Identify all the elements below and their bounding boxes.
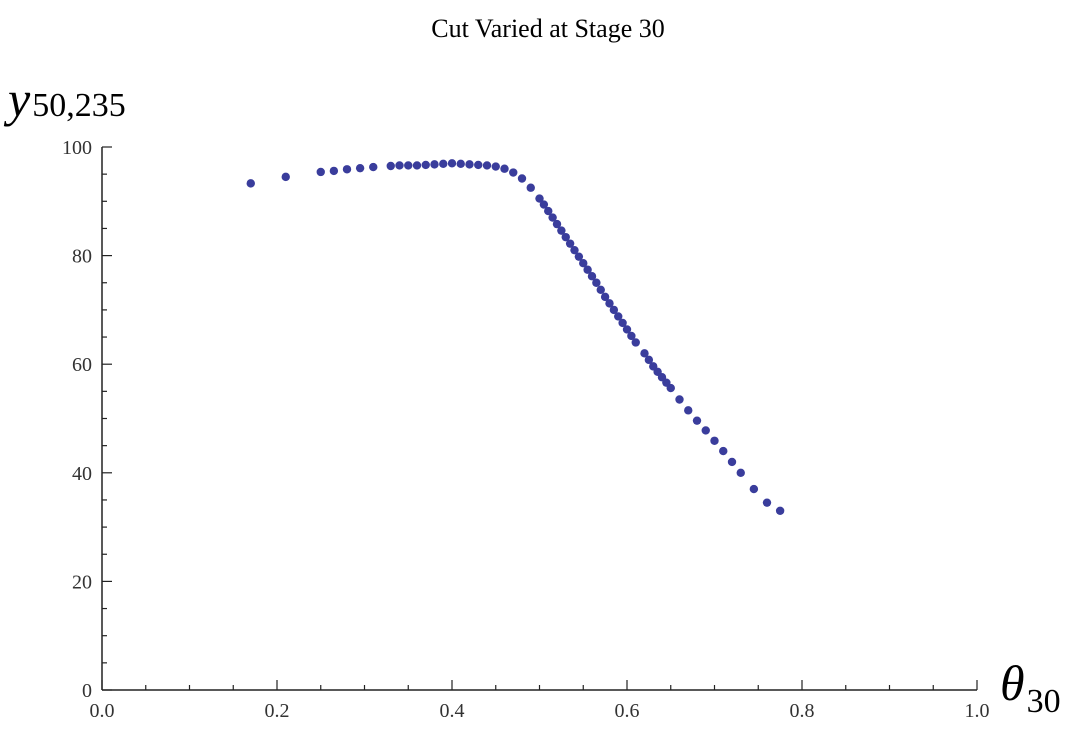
data-point [618,318,627,328]
data-point [430,160,439,169]
x-tick-label: 0.4 [440,700,465,722]
y-tick-label: 40 [72,463,92,485]
data-point [622,325,632,334]
x-tick-label: 0.6 [615,700,640,722]
data-point [600,292,610,302]
data-point [246,179,255,188]
data-point [692,416,702,425]
data-point [579,259,588,268]
data-point [509,168,518,177]
data-point [557,226,566,235]
data-point [456,159,465,169]
data-point [329,166,339,176]
data-point [342,165,352,174]
data-point [439,159,448,169]
y-axis-label-sub: 50,235 [32,87,126,124]
data-point [316,167,325,177]
data-point [574,252,584,261]
data-point [548,213,557,222]
chart-title: Cut Varied at Stage 30 [431,14,664,43]
data-point [539,200,549,209]
data-point [369,162,378,172]
data-point [609,305,619,315]
x-tick-label: 0.2 [265,700,290,722]
y-tick-label: 0 [82,680,92,702]
data-point [701,426,710,435]
y-axis-label-main: y [3,71,31,127]
y-tick-label: 20 [72,571,92,593]
data-point [565,239,575,248]
data-point [526,183,535,192]
data-point [644,355,654,365]
data-point [587,272,597,281]
ticks [101,146,978,691]
data-point [640,349,649,358]
data-point [482,161,492,170]
data-point [627,331,636,341]
data-point [386,161,395,171]
x-axis-label: θ30 [1000,655,1061,720]
data-point [465,160,474,169]
data-point [491,162,500,171]
data-point [675,395,684,404]
data-point [710,436,719,445]
data-point [404,161,413,170]
data-points [246,159,785,516]
data-point [749,484,759,494]
data-point [727,457,737,467]
axes [101,147,977,691]
data-point [474,160,483,170]
x-axis-label-sub: 30 [1027,683,1061,720]
data-point [412,161,422,170]
data-point [592,278,601,287]
data-point [500,164,509,173]
data-point [596,285,605,295]
data-point [719,446,728,456]
data-point [421,160,430,170]
x-axis-label-main: θ [1000,655,1025,711]
y-tick-label: 100 [62,137,92,159]
x-tick-label: 0.0 [90,700,115,722]
data-point [535,194,544,203]
data-point [355,163,365,173]
y-axis-label: y50,235 [3,71,126,127]
data-point [517,174,527,183]
y-tick-label: 80 [72,246,92,268]
data-point [561,232,570,242]
data-point [395,161,404,170]
data-point [544,206,553,216]
y-tick-label: 60 [72,354,92,376]
x-tick-label: 1.0 [965,700,990,722]
data-point [281,172,290,182]
data-point [614,312,623,321]
data-point [666,383,675,393]
data-point [447,159,457,168]
data-point [552,219,562,229]
data-point [631,338,640,347]
data-point [570,245,579,255]
data-point [583,265,592,274]
data-point [775,506,785,516]
data-point [762,498,772,507]
data-point [684,406,693,415]
tick-labels: 0.0 0.2 0.4 0.6 0.8 1.0 0 20 40 60 80 100 [62,137,990,722]
data-point [605,299,614,308]
data-point [736,468,745,477]
x-tick-label: 0.8 [790,700,815,722]
